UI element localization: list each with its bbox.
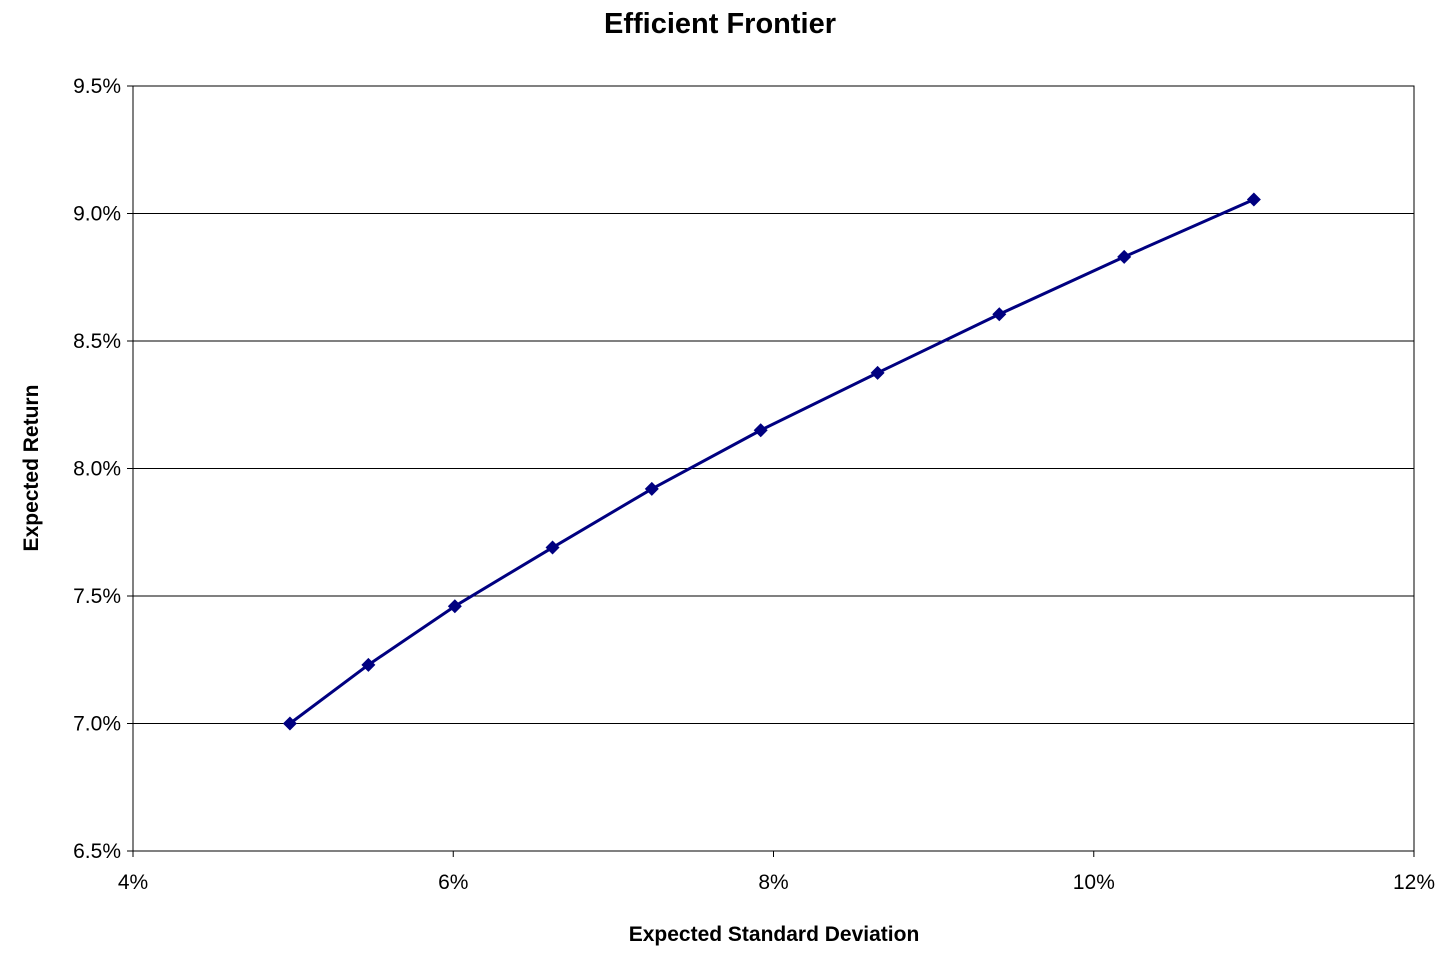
- x-axis-title: Expected Standard Deviation: [629, 923, 920, 946]
- data-point-marker: [644, 481, 659, 496]
- y-axis-title: Expected Return: [20, 385, 43, 552]
- y-tick-label: 7.0%: [73, 713, 121, 736]
- data-point-marker: [992, 307, 1007, 322]
- data-point-marker: [447, 599, 462, 614]
- data-point-marker: [545, 540, 560, 555]
- x-tick-label: 12%: [1393, 871, 1435, 894]
- data-point-marker: [1246, 192, 1261, 207]
- y-tick-label: 6.5%: [73, 840, 121, 863]
- gridlines: [133, 213, 1414, 724]
- data-point-marker: [870, 365, 885, 380]
- series-line: [289, 198, 1255, 725]
- data-point-marker: [282, 716, 297, 731]
- x-tick-label: 6%: [438, 871, 468, 894]
- y-tick-label: 8.0%: [73, 458, 121, 481]
- y-tick-label: 9.5%: [73, 75, 121, 98]
- y-tick-label: 8.5%: [73, 330, 121, 353]
- y-tick-label: 9.0%: [73, 203, 121, 226]
- data-point-marker: [361, 657, 376, 672]
- data-point-marker: [1117, 249, 1132, 264]
- series-layer: [282, 192, 1261, 731]
- x-tick-label: 10%: [1073, 871, 1115, 894]
- data-point-marker: [753, 423, 768, 438]
- x-tick-label: 4%: [118, 871, 148, 894]
- x-tick-label: 8%: [758, 871, 788, 894]
- y-tick-label: 7.5%: [73, 585, 121, 608]
- axes: 6.5% 7.0% 7.5% 8.0% 8.5% 9.0% 9.5% 4% 6% 8% 10% 12%: [73, 75, 1435, 894]
- chart-title: Efficient Frontier: [604, 8, 836, 40]
